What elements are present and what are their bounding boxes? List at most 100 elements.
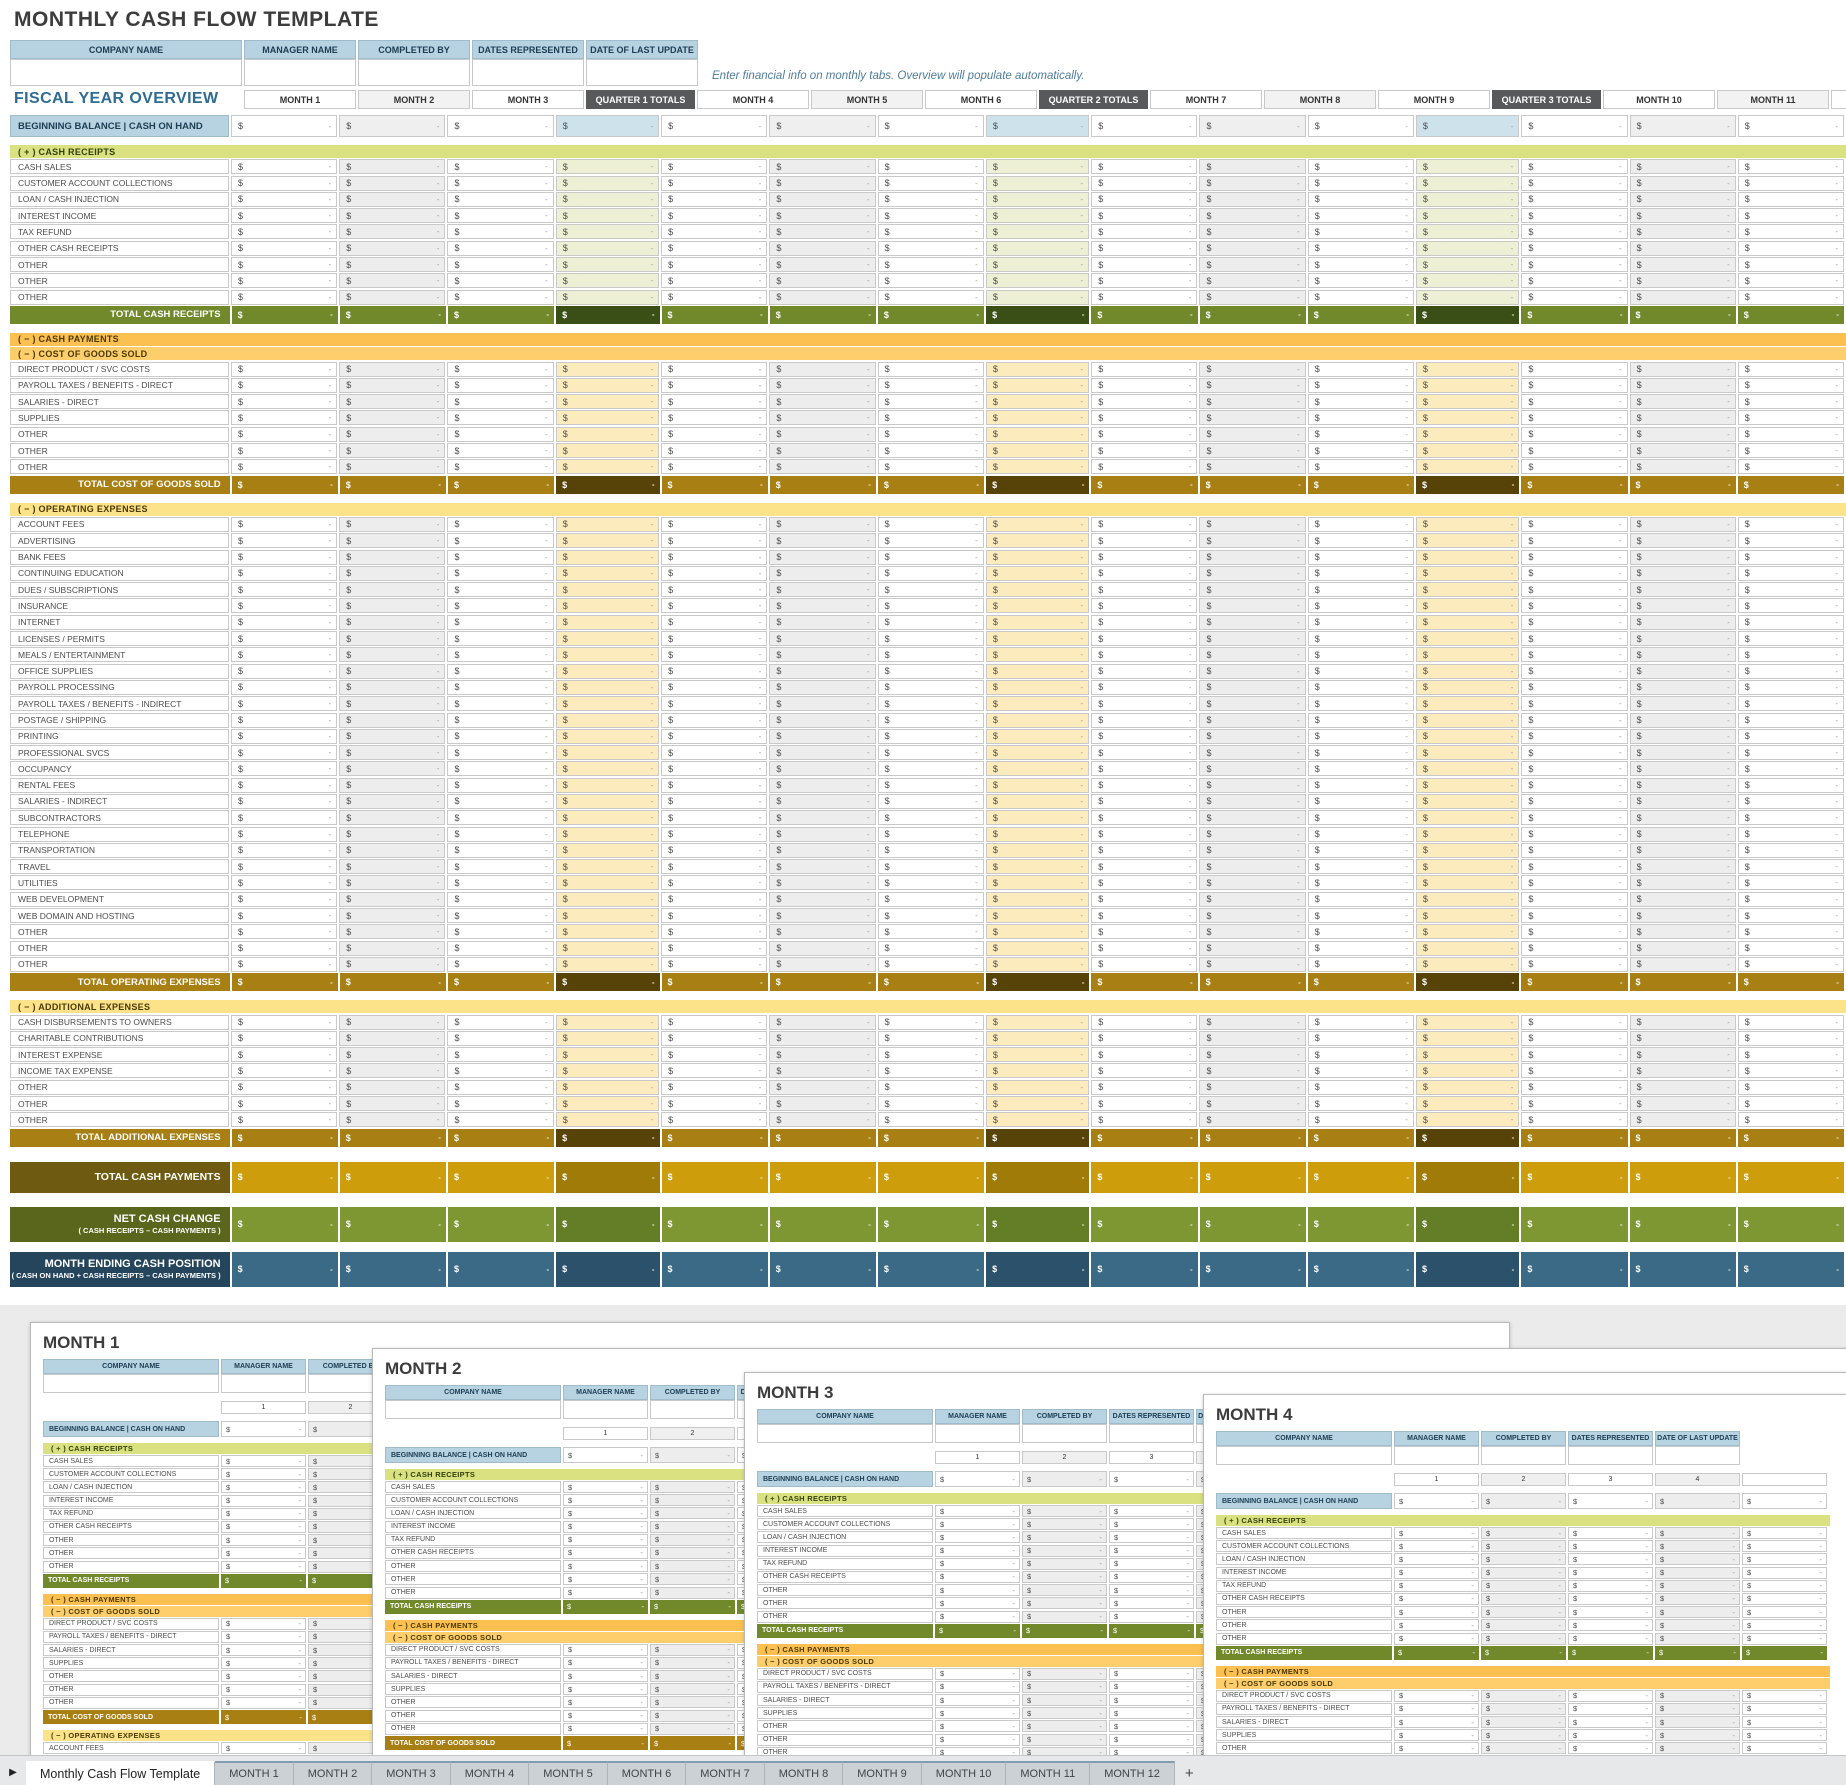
grid-cell[interactable]: $ - [1521,175,1628,191]
grid-cell[interactable]: $ - [877,875,984,891]
mini-number-cell[interactable]: 2 [1022,1451,1107,1464]
grid-cell[interactable]: $ - [661,475,768,494]
grid-cell[interactable]: $ - [1415,1128,1520,1147]
grid-cell[interactable]: $ - [1737,1112,1845,1128]
mini-beginning-balance-label[interactable]: BEGINNING BALANCE | CASH ON HAND [757,1471,933,1487]
mini-grid-cell[interactable]: $- [563,1481,648,1493]
grid-cell[interactable]: $ - [1521,549,1628,565]
grid-cell[interactable]: $ - [1091,1251,1198,1287]
grid-cell[interactable]: $ - [1415,443,1520,459]
grid-cell[interactable]: $ - [985,891,1090,907]
grid-cell[interactable]: $ - [1737,891,1845,907]
grid-cell[interactable]: $ - [231,712,338,728]
grid-cell[interactable]: $ - [555,289,660,305]
mini-company-input-cell[interactable] [1216,1446,1392,1465]
grid-cell[interactable]: $ - [555,1096,660,1112]
grid-cell[interactable]: $ - [1737,1079,1845,1095]
grid-cell[interactable]: $ - [1521,1014,1628,1030]
grid-cell[interactable]: $ - [339,475,446,494]
row-label[interactable]: SUPPLIES [10,410,229,426]
grid-cell[interactable]: $ - [1737,516,1845,532]
grid-cell[interactable]: $ - [1737,777,1845,793]
mini-row-label[interactable]: OTHER [43,1547,219,1560]
grid-cell[interactable]: $ - [1307,1014,1414,1030]
grid-cell[interactable]: $ - [447,305,555,324]
grid-cell[interactable]: $ - [447,224,554,240]
grid-cell[interactable]: $ - [1737,582,1845,598]
grid-cell[interactable]: $ - [1307,115,1414,137]
mini-row-label[interactable]: SALARIES - DIRECT [43,1644,219,1657]
month-header-10[interactable]: MONTH 9 [1378,90,1490,109]
grid-cell[interactable]: $ - [877,598,984,614]
mini-company-input-cell[interactable] [757,1424,933,1443]
mini-row-label[interactable]: OTHER CASH RECEIPTS [757,1570,933,1583]
mini-grid-cell[interactable]: $- [1109,1694,1194,1707]
grid-cell[interactable]: $ - [1091,1014,1198,1030]
row-label[interactable]: DUES / SUBSCRIPTIONS [10,582,229,598]
grid-cell[interactable]: $ - [1091,1030,1198,1046]
mini-grid-cell[interactable]: $- [935,1471,1020,1487]
grid-cell[interactable]: $ - [447,1063,554,1079]
grid-cell[interactable]: $ - [447,208,554,224]
grid-cell[interactable]: $ - [661,305,768,324]
grid-cell[interactable]: $ - [985,859,1090,875]
mini-row-label[interactable]: SALARIES - DIRECT [757,1694,933,1707]
grid-cell[interactable]: $ - [986,1251,1090,1287]
grid-cell[interactable]: $ - [447,908,554,924]
grid-cell[interactable]: $ - [1629,924,1736,940]
grid-cell[interactable]: $ - [1091,859,1198,875]
grid-cell[interactable]: $ - [1521,1128,1628,1147]
grid-cell[interactable]: $ - [1307,728,1414,744]
grid-cell[interactable]: $ - [1091,696,1198,712]
grid-cell[interactable]: $ - [1521,377,1628,393]
grid-cell[interactable]: $ - [1521,394,1628,410]
mini-grid-cell[interactable]: $- [935,1597,1020,1610]
mini-row-label[interactable]: CUSTOMER ACCOUNT COLLECTIONS [385,1494,561,1507]
grid-cell[interactable]: $ - [769,891,876,907]
grid-cell[interactable]: $ - [985,1014,1090,1030]
row-label[interactable]: CASH SALES [10,159,229,175]
grid-cell[interactable]: $ - [1199,257,1306,273]
grid-cell[interactable]: $ - [1629,1079,1736,1095]
grid-cell[interactable]: $ - [877,459,984,475]
mini-beginning-balance-label[interactable]: BEGINNING BALANCE | CASH ON HAND [385,1447,561,1463]
section-band[interactable]: ( − ) OPERATING EXPENSES [10,502,1846,516]
grid-cell[interactable]: $ - [231,908,338,924]
row-label[interactable]: CUSTOMER ACCOUNT COLLECTIONS [10,175,229,191]
grid-cell[interactable]: $ - [1521,842,1628,858]
grid-cell[interactable]: $ - [447,159,554,175]
grid-cell[interactable]: $ - [555,516,660,532]
grid-cell[interactable]: $ - [1199,614,1306,630]
grid-cell[interactable]: $ - [985,696,1090,712]
grid-cell[interactable]: $ - [555,257,660,273]
grid-cell[interactable]: $ - [231,875,338,891]
section-band[interactable]: ( + ) CASH RECEIPTS [10,145,1846,158]
grid-cell[interactable]: $ - [1521,924,1628,940]
grid-cell[interactable]: $ - [1629,647,1736,663]
mini-grid-cell[interactable]: $- [1481,1729,1566,1742]
grid-cell[interactable]: $ - [769,842,876,858]
grid-cell[interactable]: $ - [339,679,446,695]
grid-cell[interactable]: $ - [769,598,876,614]
mini-total-label[interactable]: TOTAL CASH RECEIPTS [385,1599,561,1614]
grid-cell[interactable]: $ - [1199,1014,1306,1030]
grid-cell[interactable]: $ - [877,549,984,565]
grid-cell[interactable]: $ - [1521,459,1628,475]
mini-grid-cell[interactable]: $- [1655,1716,1740,1729]
grid-cell[interactable]: $ - [769,289,876,305]
grid-cell[interactable]: $ - [1091,175,1198,191]
grid-cell[interactable]: $ - [231,459,338,475]
grid-cell[interactable]: $ - [1307,289,1414,305]
grid-cell[interactable]: $ - [985,549,1090,565]
mini-row-label[interactable]: CASH SALES [385,1481,561,1493]
grid-cell[interactable]: $ - [1091,459,1198,475]
grid-cell[interactable]: $ - [769,679,876,695]
grid-cell[interactable]: $ - [877,924,984,940]
grid-cell[interactable]: $ - [339,1030,446,1046]
grid-cell[interactable]: $ - [231,842,338,858]
grid-cell[interactable]: $ - [339,224,446,240]
grid-cell[interactable]: $ - [877,663,984,679]
grid-cell[interactable]: $ - [1091,891,1198,907]
grid-cell[interactable]: $ - [1415,891,1520,907]
grid-cell[interactable]: $ - [769,647,876,663]
